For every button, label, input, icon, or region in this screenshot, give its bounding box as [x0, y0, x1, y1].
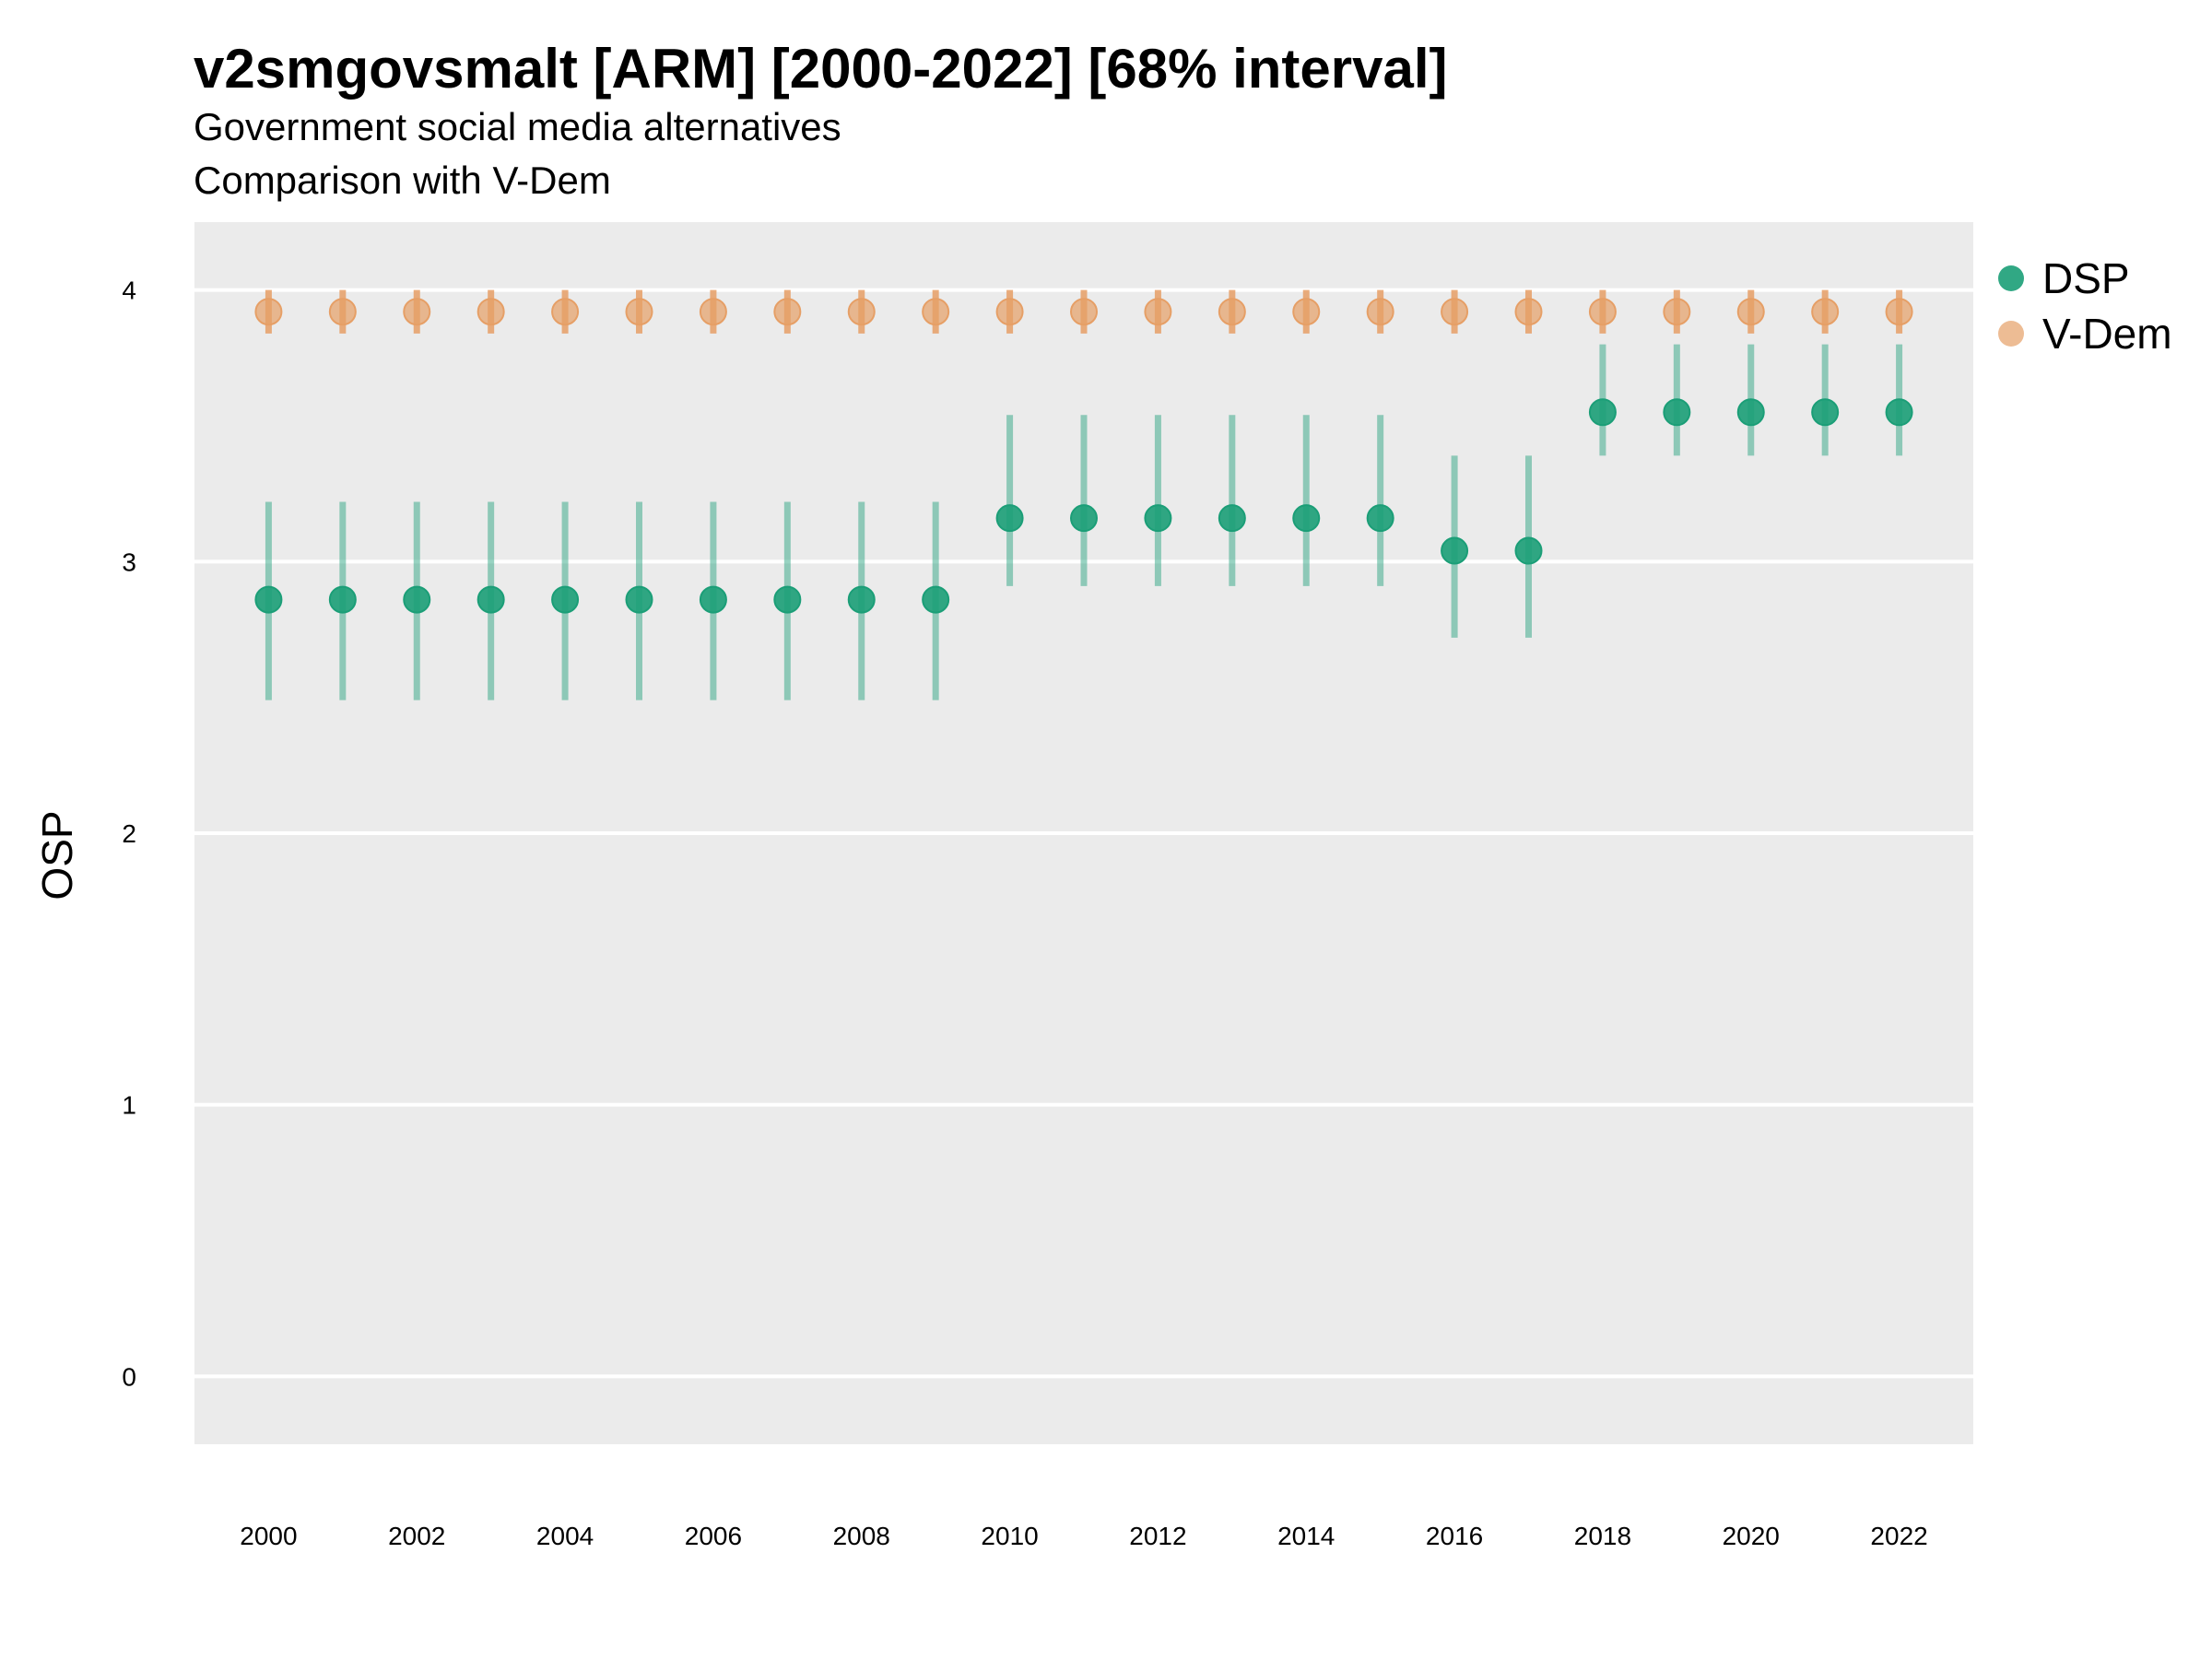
y-tick-label: 4	[122, 276, 136, 305]
dsp-point	[403, 585, 431, 614]
dsp-point	[847, 585, 876, 614]
x-tick-label: 2004	[536, 1522, 594, 1550]
x-tick-label: 2014	[1277, 1522, 1335, 1550]
dsp-point	[1811, 398, 1840, 427]
data-marks	[254, 289, 1913, 700]
v-dem-point	[1663, 298, 1691, 326]
v-dem-point	[328, 298, 357, 326]
x-tick-label: 2006	[685, 1522, 742, 1550]
y-axis-label: OSP	[33, 810, 81, 900]
v-dem-point	[1811, 298, 1840, 326]
dsp-point	[254, 585, 283, 614]
legend-label-dsp: DSP	[2042, 254, 2130, 302]
legend-swatch-dsp	[1998, 265, 2024, 291]
v-dem-point	[1218, 298, 1246, 326]
dsp-point	[1292, 504, 1321, 533]
dsp-point	[1366, 504, 1394, 533]
legend-item-v-dem: V-Dem	[1998, 306, 2172, 361]
x-tick-label: 2012	[1129, 1522, 1186, 1550]
dsp-point	[995, 504, 1024, 533]
v-dem-point	[1588, 298, 1617, 326]
dsp-point	[773, 585, 802, 614]
v-dem-point	[477, 298, 505, 326]
v-dem-point	[847, 298, 876, 326]
x-tick-label: 2002	[388, 1522, 445, 1550]
chart-title: v2smgovsmalt [ARM] [2000-2022] [68% inte…	[194, 38, 1448, 100]
dsp-point	[922, 585, 950, 614]
dsp-point	[625, 585, 653, 614]
x-tick-label: 2022	[1870, 1522, 1927, 1550]
v-dem-point	[254, 298, 283, 326]
chart-subtitle: Government social media alternatives	[194, 105, 841, 148]
dsp-point	[328, 585, 357, 614]
dsp-point	[1885, 398, 1913, 427]
v-dem-point	[1292, 298, 1321, 326]
v-dem-point	[699, 298, 727, 326]
v-dem-point	[1736, 298, 1765, 326]
dsp-point	[1218, 504, 1246, 533]
x-tick-label: 2010	[981, 1522, 1038, 1550]
v-dem-point	[1070, 298, 1098, 326]
dsp-point	[1736, 398, 1765, 427]
x-tick-label: 2020	[1723, 1522, 1780, 1550]
v-dem-point	[1144, 298, 1172, 326]
y-tick-label: 2	[122, 819, 136, 848]
x-tick-label: 2000	[240, 1522, 297, 1550]
v-dem-point	[625, 298, 653, 326]
legend: DSP V-Dem	[1998, 251, 2172, 361]
x-tick-labels: 2000 2002 2004 2006 2008 2010 2012 2014 2016 2018…	[240, 1522, 1927, 1550]
v-dem-point	[1366, 298, 1394, 326]
legend-swatch-v-dem	[1998, 321, 2024, 347]
legend-label-v-dem: V-Dem	[2042, 310, 2172, 358]
dsp-point	[1588, 398, 1617, 427]
y-tick-label: 0	[122, 1362, 136, 1391]
x-tick-label: 2018	[1574, 1522, 1631, 1550]
dsp-point	[1441, 536, 1469, 565]
v-dem-point	[773, 298, 802, 326]
dsp-point	[1514, 536, 1543, 565]
legend-item-dsp: DSP	[1998, 251, 2172, 306]
v-dem-point	[1885, 298, 1913, 326]
chart-subtitle-comparison: Comparison with V-Dem	[194, 159, 611, 202]
dsp-point	[551, 585, 580, 614]
y-tick-labels: 0 1 2 3 4	[122, 276, 136, 1392]
dsp-point	[477, 585, 505, 614]
x-tick-label: 2008	[833, 1522, 890, 1550]
dsp-point	[699, 585, 727, 614]
v-dem-point	[403, 298, 431, 326]
v-dem-point	[551, 298, 580, 326]
v-dem-point	[1514, 298, 1543, 326]
dsp-point	[1070, 504, 1098, 533]
v-dem-point	[995, 298, 1024, 326]
dsp-point	[1144, 504, 1172, 533]
v-dem-point	[922, 298, 950, 326]
y-tick-label: 1	[122, 1091, 136, 1120]
y-tick-label: 3	[122, 547, 136, 576]
dsp-point	[1663, 398, 1691, 427]
x-tick-label: 2016	[1426, 1522, 1483, 1550]
v-dem-point	[1441, 298, 1469, 326]
